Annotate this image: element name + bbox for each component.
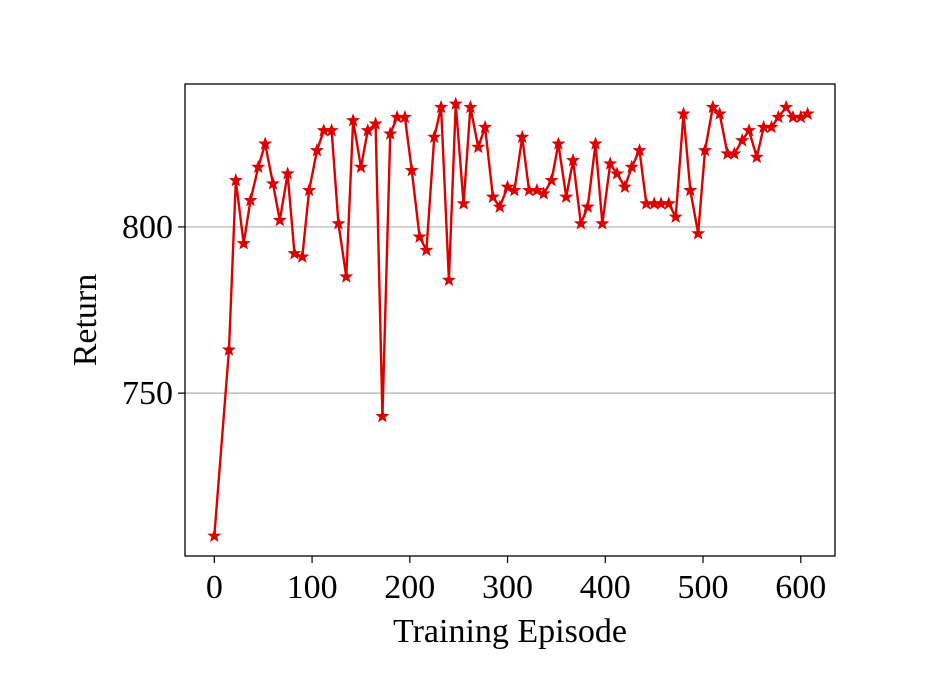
data-point-marker bbox=[632, 143, 647, 157]
data-point-marker bbox=[368, 116, 383, 130]
data-point-marker bbox=[595, 216, 610, 230]
data-point-marker bbox=[573, 216, 588, 230]
data-point-marker bbox=[375, 409, 390, 423]
x-axis-label: Training Episode bbox=[393, 613, 627, 650]
data-point-marker bbox=[207, 528, 222, 542]
data-point-marker bbox=[441, 272, 456, 287]
data-point-marker bbox=[448, 96, 463, 110]
data-point-marker bbox=[779, 99, 794, 114]
plot-area-frame bbox=[184, 83, 836, 557]
data-point-marker bbox=[353, 159, 368, 174]
data-point-marker bbox=[272, 212, 287, 227]
x-tick-label: 100 bbox=[287, 569, 338, 606]
data-point-marker bbox=[397, 109, 412, 124]
data-point-marker bbox=[295, 249, 310, 263]
data-point-marker bbox=[419, 242, 434, 257]
x-tick-label: 500 bbox=[678, 569, 729, 606]
data-point-marker bbox=[302, 183, 317, 197]
data-point-marker bbox=[712, 106, 727, 120]
data-point-marker bbox=[309, 143, 324, 157]
data-point-marker bbox=[551, 136, 566, 150]
data-point-marker bbox=[287, 246, 302, 260]
data-point-marker bbox=[580, 199, 595, 213]
data-point-marker bbox=[404, 163, 419, 177]
axis-ticks: 750 800 0 100 200 300 400 500 600 bbox=[122, 209, 826, 606]
data-point-marker bbox=[749, 149, 764, 164]
data-point-marker bbox=[610, 166, 625, 180]
data-point-marker bbox=[727, 146, 742, 160]
data-point-marker bbox=[566, 153, 581, 167]
data-point-marker bbox=[529, 183, 544, 197]
series-line bbox=[213, 102, 809, 537]
data-point-marker bbox=[705, 99, 720, 114]
data-point-marker bbox=[559, 189, 574, 203]
data-point-marker bbox=[463, 99, 478, 114]
data-point-marker bbox=[485, 189, 500, 203]
data-point-marker bbox=[624, 159, 639, 174]
data-point-marker bbox=[243, 192, 258, 207]
data-point-marker bbox=[265, 176, 280, 190]
data-point-marker bbox=[617, 179, 632, 193]
y-axis-label: Return bbox=[67, 274, 104, 367]
data-point-marker bbox=[456, 196, 471, 210]
data-point-marker bbox=[228, 173, 243, 187]
data-point-marker bbox=[536, 186, 551, 200]
data-point-marker bbox=[500, 179, 515, 193]
data-point-marker bbox=[771, 109, 786, 124]
data-point-marker bbox=[588, 136, 603, 150]
data-point-marker bbox=[698, 143, 712, 157]
data-point-marker bbox=[515, 129, 530, 144]
data-point-marker bbox=[383, 126, 398, 140]
data-point-marker bbox=[764, 119, 779, 134]
x-tick-label: 300 bbox=[482, 569, 533, 606]
data-point-marker bbox=[742, 123, 756, 137]
series-layer bbox=[207, 96, 815, 542]
data-point-marker bbox=[346, 113, 361, 127]
data-point-marker bbox=[251, 159, 266, 174]
data-point-marker bbox=[676, 106, 691, 120]
gridlines bbox=[185, 226, 835, 394]
data-point-marker bbox=[471, 139, 486, 154]
x-tick-label: 600 bbox=[775, 569, 826, 606]
data-point-marker bbox=[661, 196, 676, 210]
data-point-marker bbox=[603, 156, 618, 170]
data-point-marker bbox=[324, 123, 339, 137]
x-tick-label: 200 bbox=[384, 569, 435, 606]
data-point-marker bbox=[544, 173, 559, 187]
data-point-marker bbox=[236, 236, 251, 250]
data-point-marker bbox=[280, 166, 295, 180]
x-tick-label: 0 bbox=[206, 569, 223, 606]
data-point-marker bbox=[258, 136, 273, 150]
data-point-marker bbox=[412, 229, 427, 243]
y-tick-label: 800 bbox=[122, 209, 173, 246]
data-point-marker bbox=[735, 133, 750, 147]
data-point-marker bbox=[339, 269, 354, 283]
data-point-marker bbox=[434, 99, 449, 114]
data-point-marker bbox=[668, 209, 683, 223]
y-tick-label: 750 bbox=[122, 375, 173, 412]
data-point-marker bbox=[331, 216, 346, 230]
data-point-marker bbox=[222, 342, 236, 356]
data-point-marker bbox=[683, 183, 698, 197]
data-point-marker bbox=[427, 129, 442, 144]
data-point-marker bbox=[691, 226, 706, 240]
data-point-marker bbox=[478, 119, 493, 134]
x-tick-label: 400 bbox=[580, 569, 631, 606]
data-point-marker bbox=[507, 183, 522, 197]
data-point-marker bbox=[800, 106, 815, 120]
data-point-marker bbox=[492, 199, 507, 213]
